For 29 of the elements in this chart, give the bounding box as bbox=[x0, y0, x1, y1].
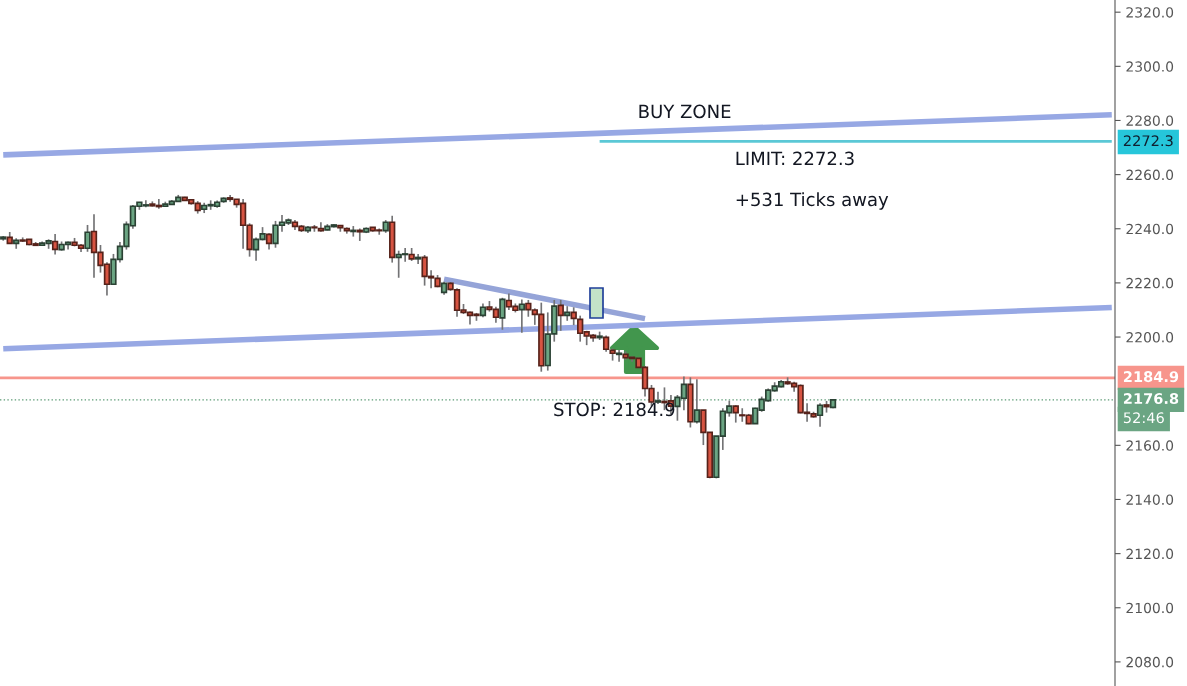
candlestick bbox=[518, 298, 526, 334]
candlestick bbox=[816, 402, 824, 428]
candlestick bbox=[356, 227, 363, 242]
ref-line-label: 2184.9 bbox=[1123, 371, 1179, 383]
ref-line-label: 2176.8 bbox=[1123, 393, 1179, 405]
y-tick-label: 2300.0 bbox=[1126, 61, 1174, 72]
candlestick bbox=[615, 349, 623, 363]
y-tick-label: 2260.0 bbox=[1126, 169, 1174, 181]
y-tick-label: 2220.0 bbox=[1126, 277, 1174, 289]
y-tick-label: 2240.0 bbox=[1126, 223, 1174, 235]
annotation: STOP: 2184.9 bbox=[554, 402, 675, 417]
y-tick-label: 2120.0 bbox=[1126, 548, 1174, 560]
y-tick-label: 2100.0 bbox=[1126, 602, 1174, 614]
annotation: BUY ZONE bbox=[639, 104, 731, 119]
text: 52:46 bbox=[1123, 412, 1164, 424]
y-tick-label: 2320.0 bbox=[1126, 7, 1174, 18]
y-tick-label: 2200.0 bbox=[1126, 332, 1174, 343]
y-tick-label: 2140.0 bbox=[1126, 494, 1174, 505]
text: 2272.3 bbox=[1123, 135, 1173, 147]
candlestick bbox=[51, 233, 59, 256]
candlestick bbox=[499, 296, 506, 331]
y-tick-label: 2080.0 bbox=[1126, 656, 1174, 668]
y-tick-label: 2160.0 bbox=[1126, 440, 1174, 451]
y-tick-label: 2280.0 bbox=[1126, 115, 1174, 126]
candlestick bbox=[557, 299, 564, 332]
annotation: +531 Ticks away bbox=[736, 192, 889, 210]
annotation: LIMIT: 2272.3 bbox=[736, 151, 854, 166]
candlestick bbox=[84, 224, 91, 253]
candlestick bbox=[693, 378, 701, 425]
